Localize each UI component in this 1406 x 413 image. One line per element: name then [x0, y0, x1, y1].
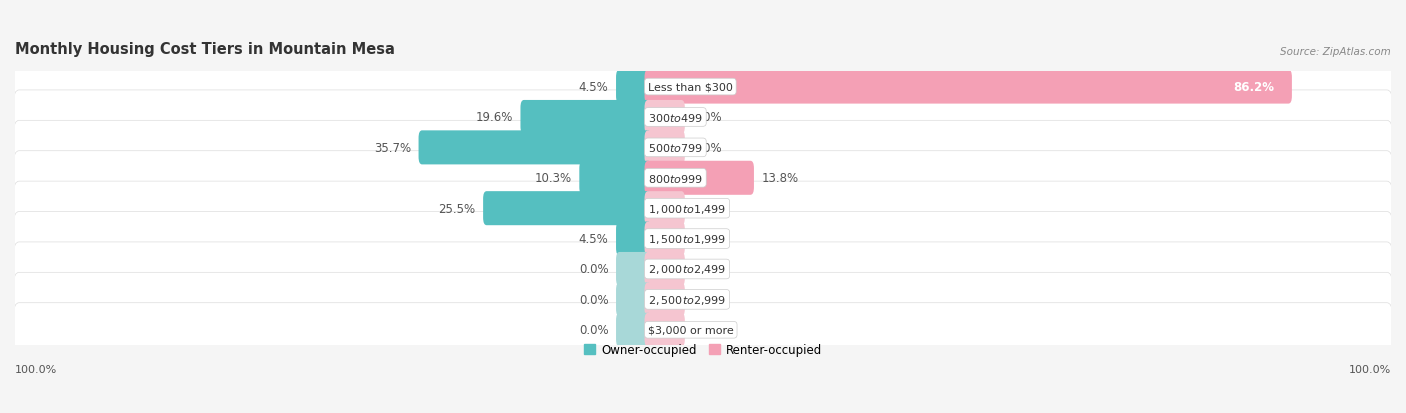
Text: $1,500 to $1,999: $1,500 to $1,999 [648, 233, 727, 245]
Text: $2,500 to $2,999: $2,500 to $2,999 [648, 293, 727, 306]
Text: 0.0%: 0.0% [692, 323, 723, 337]
FancyBboxPatch shape [14, 121, 1392, 175]
Text: 0.0%: 0.0% [692, 111, 723, 124]
FancyBboxPatch shape [644, 252, 685, 286]
Text: $1,000 to $1,499: $1,000 to $1,499 [648, 202, 727, 215]
Text: $2,000 to $2,499: $2,000 to $2,499 [648, 263, 727, 276]
Text: 25.5%: 25.5% [439, 202, 475, 215]
FancyBboxPatch shape [644, 101, 685, 135]
Text: $3,000 or more: $3,000 or more [648, 325, 734, 335]
Text: 4.5%: 4.5% [579, 233, 609, 245]
Text: 13.8%: 13.8% [762, 172, 799, 185]
Text: 19.6%: 19.6% [475, 111, 513, 124]
FancyBboxPatch shape [616, 222, 651, 256]
FancyBboxPatch shape [520, 101, 651, 135]
FancyBboxPatch shape [14, 182, 1392, 236]
FancyBboxPatch shape [14, 91, 1392, 145]
Text: 10.3%: 10.3% [534, 172, 572, 185]
Text: 100.0%: 100.0% [15, 364, 58, 374]
FancyBboxPatch shape [14, 273, 1392, 327]
FancyBboxPatch shape [644, 161, 754, 195]
FancyBboxPatch shape [616, 313, 651, 347]
FancyBboxPatch shape [644, 70, 1292, 104]
FancyBboxPatch shape [616, 252, 651, 286]
Text: 0.0%: 0.0% [692, 202, 723, 215]
FancyBboxPatch shape [579, 161, 651, 195]
Text: 100.0%: 100.0% [1348, 364, 1391, 374]
FancyBboxPatch shape [14, 242, 1392, 296]
FancyBboxPatch shape [616, 282, 651, 317]
FancyBboxPatch shape [644, 282, 685, 317]
Text: $500 to $799: $500 to $799 [648, 142, 703, 154]
FancyBboxPatch shape [616, 70, 651, 104]
Text: Monthly Housing Cost Tiers in Mountain Mesa: Monthly Housing Cost Tiers in Mountain M… [15, 42, 395, 57]
Text: $300 to $499: $300 to $499 [648, 112, 703, 123]
Text: 35.7%: 35.7% [374, 142, 411, 154]
Text: 4.5%: 4.5% [579, 81, 609, 94]
FancyBboxPatch shape [419, 131, 651, 165]
FancyBboxPatch shape [644, 192, 685, 225]
Text: Less than $300: Less than $300 [648, 82, 733, 93]
FancyBboxPatch shape [14, 60, 1392, 114]
Text: 0.0%: 0.0% [579, 263, 609, 276]
Text: Source: ZipAtlas.com: Source: ZipAtlas.com [1281, 47, 1391, 57]
Legend: Owner-occupied, Renter-occupied: Owner-occupied, Renter-occupied [579, 339, 827, 361]
FancyBboxPatch shape [644, 313, 685, 347]
Text: 0.0%: 0.0% [692, 293, 723, 306]
Text: 86.2%: 86.2% [1233, 81, 1275, 94]
Text: 0.0%: 0.0% [692, 233, 723, 245]
Text: 0.0%: 0.0% [579, 293, 609, 306]
Text: 0.0%: 0.0% [692, 142, 723, 154]
FancyBboxPatch shape [644, 131, 685, 165]
Text: $800 to $999: $800 to $999 [648, 172, 703, 184]
FancyBboxPatch shape [14, 303, 1392, 357]
FancyBboxPatch shape [484, 192, 651, 225]
Text: 0.0%: 0.0% [579, 323, 609, 337]
FancyBboxPatch shape [14, 151, 1392, 205]
FancyBboxPatch shape [14, 212, 1392, 266]
FancyBboxPatch shape [644, 222, 685, 256]
Text: 0.0%: 0.0% [692, 263, 723, 276]
